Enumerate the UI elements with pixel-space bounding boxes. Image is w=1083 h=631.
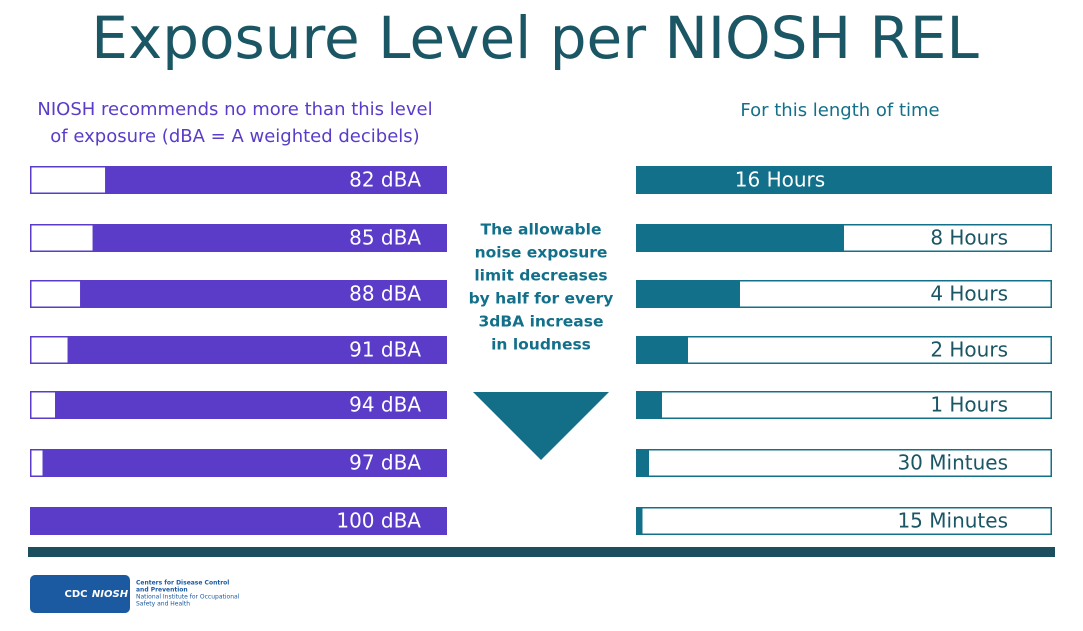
divider [28,547,1055,557]
bar-track [636,336,1052,364]
chart-subtitle: For this length of time [740,100,939,121]
note: by half for every [469,290,614,308]
value-label: 85 dBA [349,226,421,250]
logo-niosh: NIOSH [92,589,129,600]
bar [67,336,447,364]
logo [30,575,130,613]
bar [636,391,662,419]
bar [636,336,688,364]
note: noise exposure [475,244,608,262]
agency: Centers for Disease Control [136,580,229,587]
value-label: 8 Hours [930,226,1008,250]
value-label: 2 Hours [930,338,1008,362]
logo-cdc: CDC [65,589,88,600]
bar [30,507,447,535]
bar [105,166,447,194]
chart-subtitle: NIOSH recommends no more than this level [37,99,432,120]
bar-track [636,507,1052,535]
bar [92,224,448,252]
agency: National Institute for Occupational [136,594,240,601]
bar [55,391,448,419]
bar [636,166,1052,194]
bar [42,449,447,477]
title: Exposure Level per NIOSH REL [91,4,979,72]
bar [80,280,447,308]
bar-track [636,391,1052,419]
value-label: 97 dBA [349,451,421,475]
value-label: 15 Minutes [897,509,1008,533]
agency: Safety and Health [136,601,190,608]
bar [636,507,643,535]
value-label: 94 dBA [349,393,421,417]
value-label: 16 Hours [735,168,825,192]
value-label: 82 dBA [349,168,421,192]
value-label: 30 Mintues [897,451,1008,475]
down-arrow [473,392,609,460]
note: 3dBA increase [479,313,604,331]
bar [636,280,740,308]
note: in loudness [491,336,591,354]
agency: and Prevention [136,587,188,594]
chart-subtitle: of exposure (dBA = A weighted decibels) [50,126,419,147]
value-label: 100 dBA [336,509,421,533]
value-label: 4 Hours [930,282,1008,306]
note: limit decreases [474,267,607,285]
bar [636,224,844,252]
bar [636,449,649,477]
value-label: 1 Hours [930,393,1008,417]
value-label: 91 dBA [349,338,421,362]
note: The allowable [481,221,602,239]
value-label: 88 dBA [349,282,421,306]
